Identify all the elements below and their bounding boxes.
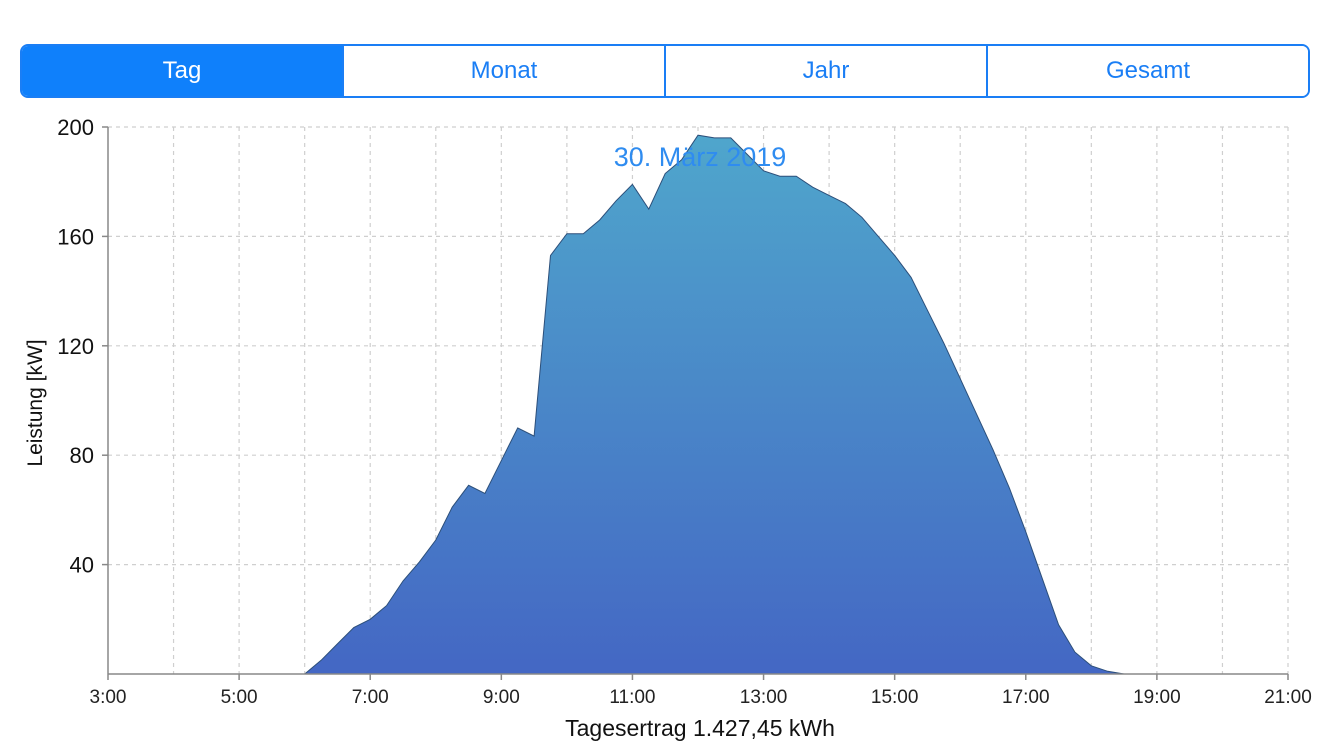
x-tick-label: 17:00 [1002, 687, 1050, 708]
x-tick-label: 5:00 [221, 687, 258, 708]
y-tick-labels: 200 160 120 80 40 [57, 115, 94, 578]
y-axis-label: Leistung [kW] [24, 339, 47, 466]
y-tick-label: 200 [57, 115, 94, 140]
y-tick-label: 80 [70, 443, 94, 468]
x-tick-label: 7:00 [352, 687, 389, 708]
x-tick-label: 21:00 [1264, 687, 1312, 708]
x-tick-label: 9:00 [483, 687, 520, 708]
x-tick-label: 19:00 [1133, 687, 1181, 708]
y-tick-label: 40 [70, 553, 94, 578]
x-tick-label: 11:00 [609, 687, 655, 708]
tab-tag[interactable]: Tag [22, 46, 342, 96]
x-tick-label: 13:00 [740, 687, 788, 708]
x-tick-label: 3:00 [90, 687, 127, 708]
power-series-area [304, 134, 1141, 675]
x-tick-label: 15:00 [871, 687, 919, 708]
chart-axes [102, 126, 1289, 680]
power-area-chart: 3:00 5:00 7:00 9:00 11:00 13:00 15:00 17:00 19:0… [24, 115, 1312, 741]
tab-gesamt[interactable]: Gesamt [986, 46, 1308, 96]
y-tick-label: 160 [57, 224, 94, 249]
tab-jahr[interactable]: Jahr [664, 46, 986, 96]
tab-monat[interactable]: Monat [342, 46, 664, 96]
y-tick-label: 120 [57, 334, 94, 359]
x-tick-labels: 3:00 5:00 7:00 9:00 11:00 13:00 15:00 17:00 19:0… [90, 687, 1312, 708]
chart-title: 30. März 2019 [614, 142, 787, 172]
period-segmented-control: Tag Monat Jahr Gesamt [20, 44, 1310, 98]
x-axis-label: Tagesertrag 1.427,45 kWh [565, 715, 835, 741]
